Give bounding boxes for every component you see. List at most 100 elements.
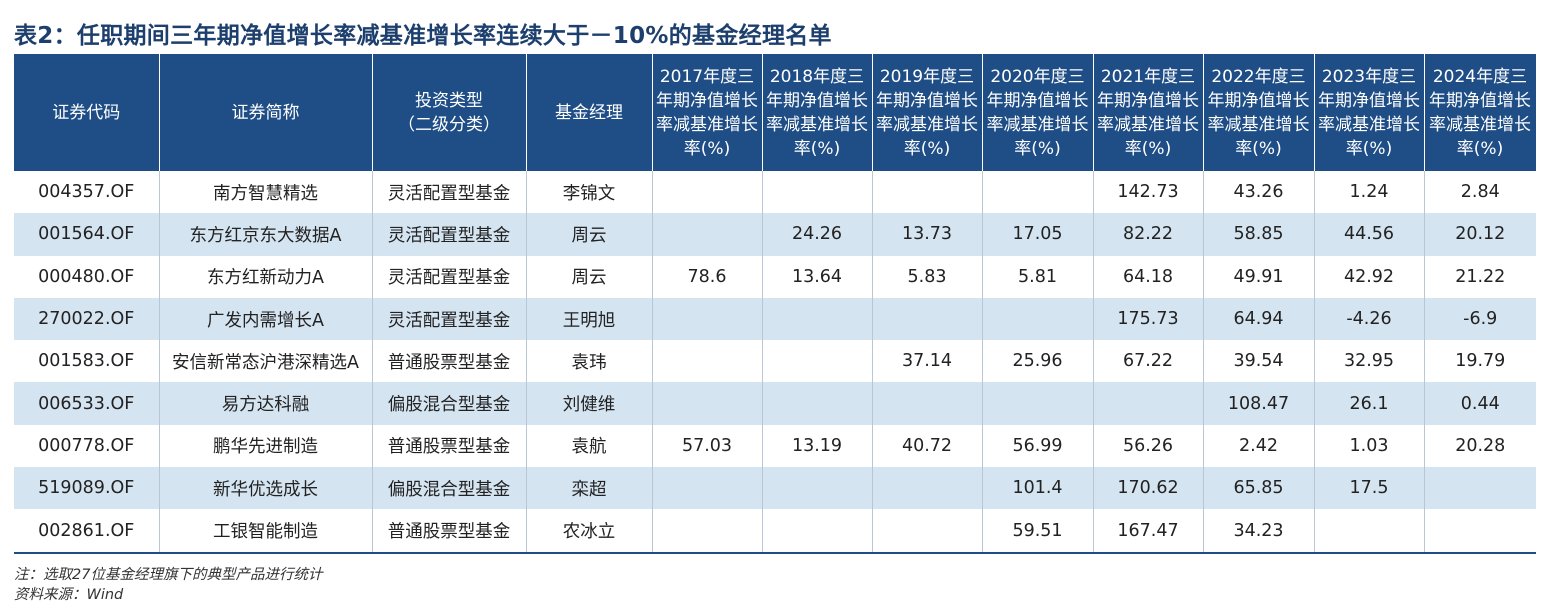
cell-2023: -4.26 <box>1313 297 1425 341</box>
cell-2022: 65.85 <box>1202 467 1315 510</box>
cell-2020: 101.4 <box>981 467 1094 510</box>
fund-manager-table-container: 证券代码 证券简称 投资类型 （二级分类） 基金经理 2017年度三年期净值增长… <box>14 54 1537 554</box>
cell-2021: 67.22 <box>1092 340 1204 383</box>
header-2019: 2019年度三年期净值增长率减基准增长率(%) <box>871 54 983 171</box>
cell-code: 000480.OF <box>14 255 160 298</box>
header-2024: 2024年度三年期净值增长率减基准增长率(%) <box>1423 54 1537 171</box>
cell-type: 偏股混合型基金 <box>371 382 527 425</box>
header-2020: 2020年度三年期净值增长率减基准增长率(%) <box>981 54 1094 171</box>
cell-2018 <box>761 382 873 425</box>
cell-2017 <box>651 213 763 256</box>
cell-name: 易方达科融 <box>158 382 373 425</box>
cell-name: 东方红新动力A <box>158 255 373 298</box>
cell-2022: 39.54 <box>1202 340 1315 383</box>
cell-2017: 57.03 <box>651 424 763 468</box>
cell-2024: 0.44 <box>1423 382 1536 425</box>
cell-2019: 37.14 <box>871 340 983 383</box>
cell-2023: 1.24 <box>1313 171 1425 214</box>
cell-2022: 108.47 <box>1202 382 1315 425</box>
cell-name: 新华优选成长 <box>158 467 373 510</box>
cell-2023: 44.56 <box>1313 213 1425 256</box>
cell-2023: 32.95 <box>1313 340 1425 383</box>
cell-2019: 40.72 <box>871 424 983 468</box>
cell-manager: 周云 <box>525 213 653 256</box>
table-row: 006533.OF 易方达科融 偏股混合型基金 刘健维 108.47 26.1 0.44 <box>14 382 1536 425</box>
cell-type: 灵活配置型基金 <box>371 213 527 256</box>
cell-2020 <box>981 171 1094 214</box>
cell-manager: 农冰立 <box>525 509 653 554</box>
table-header-row: 证券代码 证券简称 投资类型 （二级分类） 基金经理 2017年度三年期净值增长… <box>14 54 1537 171</box>
cell-name: 工银智能制造 <box>158 509 373 554</box>
cell-2022: 2.42 <box>1202 424 1315 468</box>
cell-manager: 王明旭 <box>525 297 653 341</box>
cell-2024: 20.12 <box>1423 213 1536 256</box>
cell-2019 <box>871 297 983 341</box>
cell-2019 <box>871 171 983 214</box>
cell-name: 安信新常态沪港深精选A <box>158 340 373 383</box>
cell-manager: 袁航 <box>525 424 653 468</box>
cell-2021: 142.73 <box>1092 171 1204 214</box>
cell-2018 <box>761 467 873 510</box>
cell-2023 <box>1313 509 1425 554</box>
cell-2023: 1.03 <box>1313 424 1425 468</box>
cell-2024: 19.79 <box>1423 340 1536 383</box>
cell-2017 <box>651 340 763 383</box>
cell-2019 <box>871 509 983 554</box>
cell-2018: 13.19 <box>761 424 873 468</box>
cell-2021: 56.26 <box>1092 424 1204 468</box>
cell-code: 006533.OF <box>14 382 160 425</box>
cell-name: 东方红京东大数据A <box>158 213 373 256</box>
cell-2019 <box>871 382 983 425</box>
cell-2018: 13.64 <box>761 255 873 298</box>
cell-2024 <box>1423 509 1536 554</box>
header-2023: 2023年度三年期净值增长率减基准增长率(%) <box>1313 54 1425 171</box>
cell-2020: 25.96 <box>981 340 1094 383</box>
cell-code: 004357.OF <box>14 171 160 214</box>
cell-code: 001564.OF <box>14 213 160 256</box>
cell-2024: -6.9 <box>1423 297 1536 341</box>
cell-2020: 5.81 <box>981 255 1094 298</box>
cell-2017 <box>651 509 763 554</box>
cell-manager: 周云 <box>525 255 653 298</box>
cell-type: 灵活配置型基金 <box>371 171 527 214</box>
cell-2020: 56.99 <box>981 424 1094 468</box>
cell-2021: 167.47 <box>1092 509 1204 554</box>
table-body: 004357.OF 南方智慧精选 灵活配置型基金 李锦文 142.73 43.26 1.24… <box>14 171 1536 554</box>
cell-2017 <box>651 297 763 341</box>
source-text: 资料来源：Wind <box>14 587 124 603</box>
header-name: 证券简称 <box>158 54 373 171</box>
header-2018: 2018年度三年期净值增长率减基准增长率(%) <box>761 54 873 171</box>
cell-2018 <box>761 340 873 383</box>
cell-type: 偏股混合型基金 <box>371 467 527 510</box>
cell-type: 普通股票型基金 <box>371 424 527 468</box>
cell-type: 普通股票型基金 <box>371 340 527 383</box>
table-row: 004357.OF 南方智慧精选 灵活配置型基金 李锦文 142.73 43.26 1.24… <box>14 171 1536 214</box>
cell-code: 002861.OF <box>14 509 160 554</box>
cell-code: 270022.OF <box>14 297 160 341</box>
table-title: 表2：任职期间三年期净值增长率减基准增长率连续大于－10%的基金经理名单 <box>14 23 832 49</box>
fund-manager-table: 证券代码 证券简称 投资类型 （二级分类） 基金经理 2017年度三年期净值增长… <box>14 54 1537 554</box>
cell-2019 <box>871 467 983 510</box>
table-row: 000778.OF 鹏华先进制造 普通股票型基金 袁航 57.03 13.19 40.72 5… <box>14 424 1536 468</box>
cell-name: 鹏华先进制造 <box>158 424 373 468</box>
cell-2019: 13.73 <box>871 213 983 256</box>
cell-manager: 栾超 <box>525 467 653 510</box>
cell-code: 001583.OF <box>14 340 160 383</box>
cell-type: 灵活配置型基金 <box>371 297 527 341</box>
cell-name: 广发内需增长A <box>158 297 373 341</box>
cell-2017: 78.6 <box>651 255 763 298</box>
cell-2020 <box>981 382 1094 425</box>
header-2021: 2021年度三年期净值增长率减基准增长率(%) <box>1092 54 1204 171</box>
cell-2019: 5.83 <box>871 255 983 298</box>
header-manager: 基金经理 <box>525 54 653 171</box>
cell-2020 <box>981 297 1094 341</box>
cell-2022: 43.26 <box>1202 171 1315 214</box>
cell-code: 000778.OF <box>14 424 160 468</box>
cell-type: 灵活配置型基金 <box>371 255 527 298</box>
cell-type: 普通股票型基金 <box>371 509 527 554</box>
note-text: 注：选取27位基金经理旗下的典型产品进行统计 <box>14 567 323 583</box>
table-row: 001564.OF 东方红京东大数据A 灵活配置型基金 周云 24.26 13.73 17.… <box>14 213 1536 256</box>
header-2017: 2017年度三年期净值增长率减基准增长率(%) <box>651 54 763 171</box>
cell-manager: 李锦文 <box>525 171 653 214</box>
cell-2018 <box>761 509 873 554</box>
